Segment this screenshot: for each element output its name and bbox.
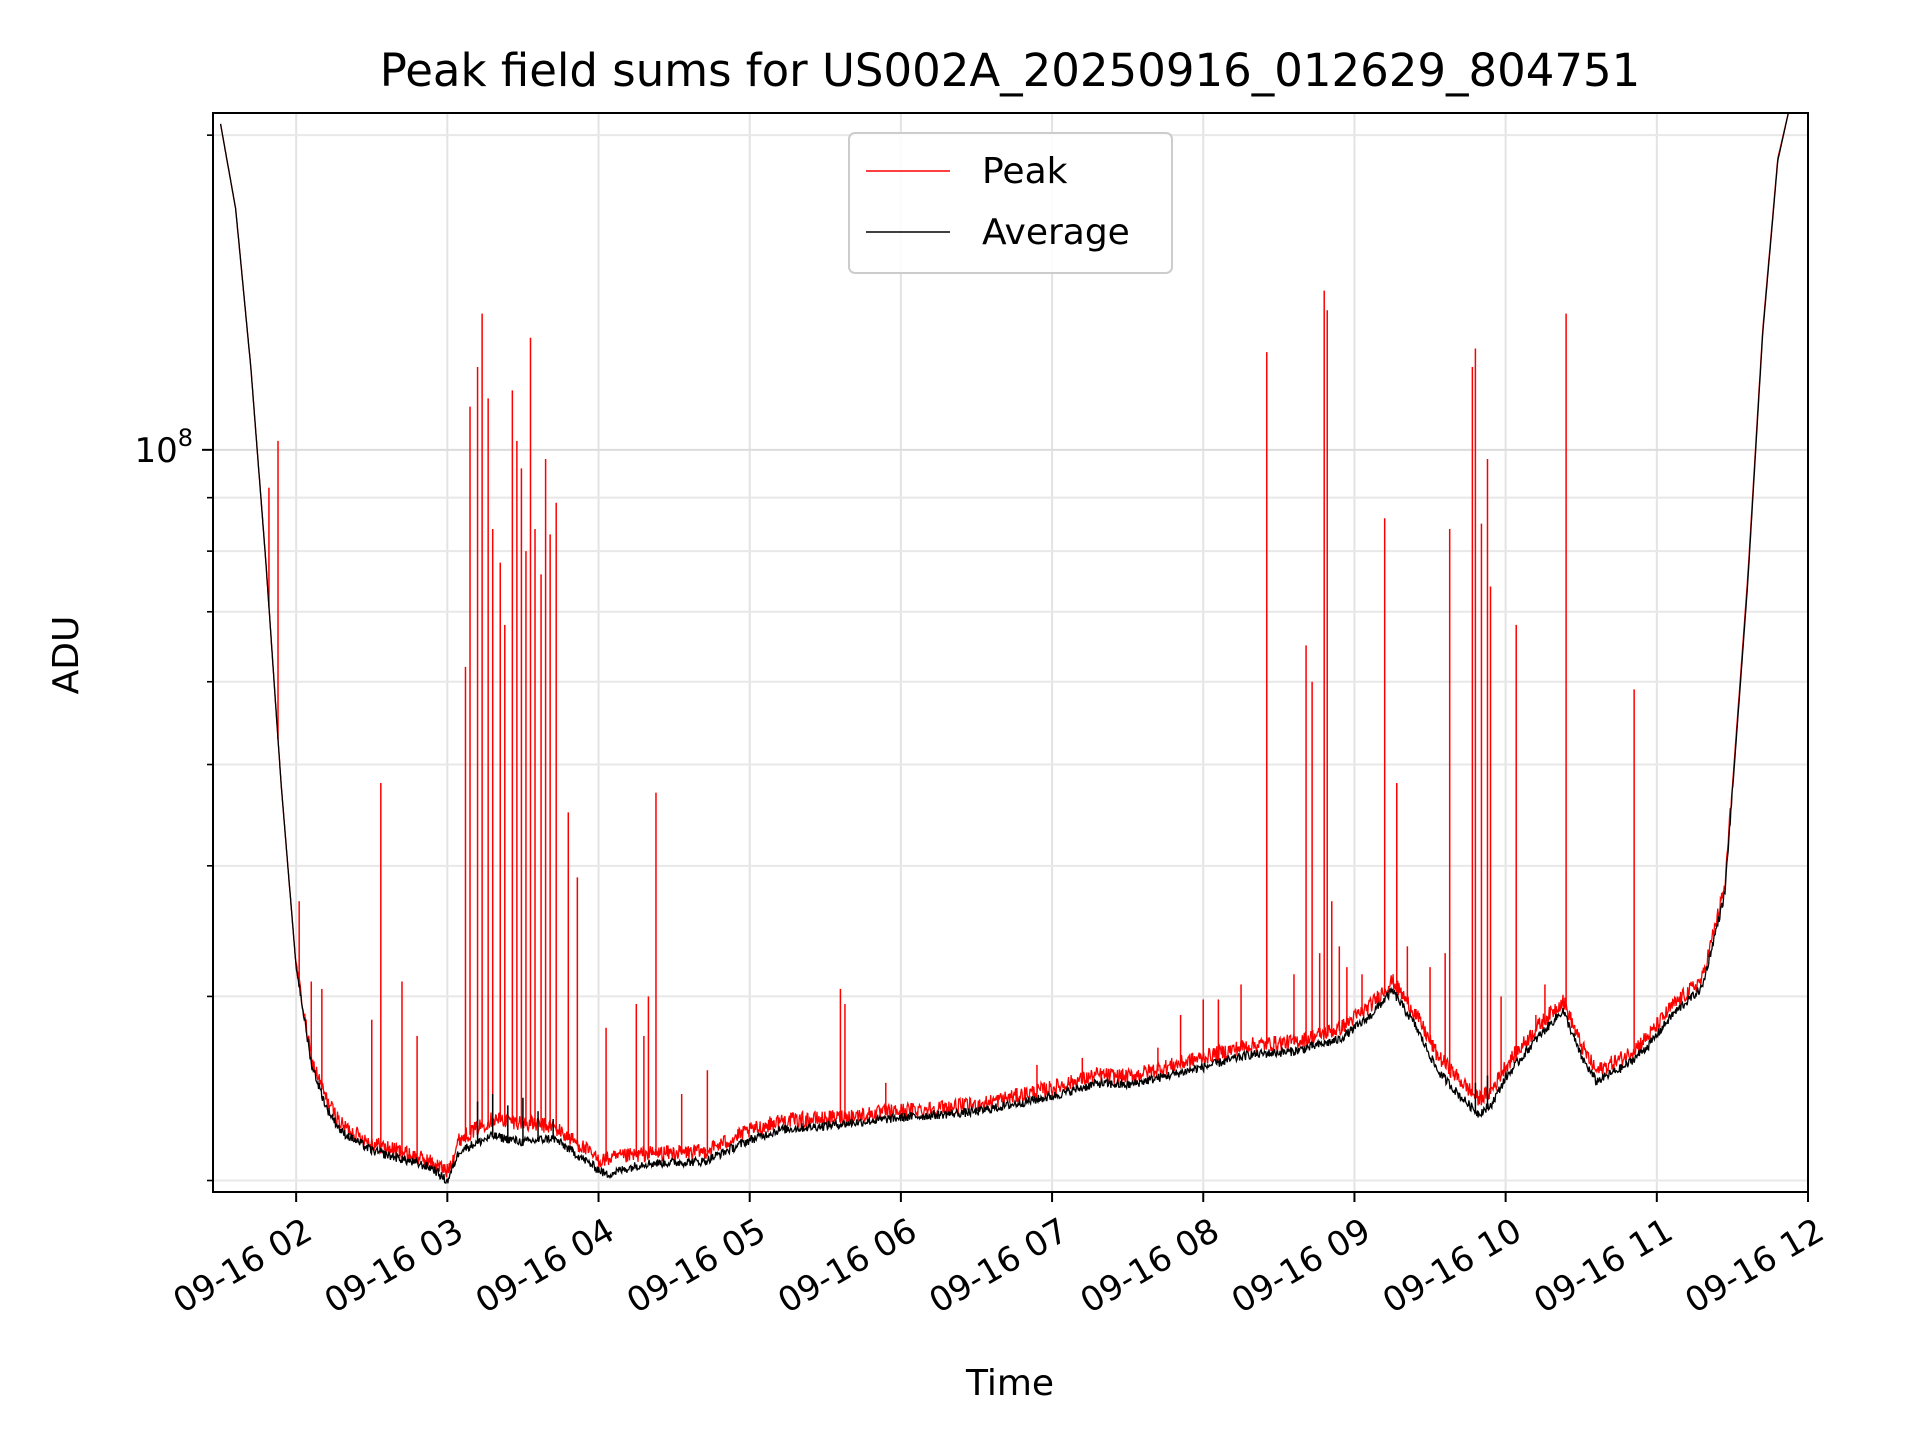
legend-average-label: Average xyxy=(982,212,1130,253)
legend-peak-label: Peak xyxy=(982,151,1068,192)
series-average xyxy=(219,113,1789,1184)
legend-frame xyxy=(848,132,1173,274)
x-tick-label: 09-16 10 xyxy=(1376,1211,1528,1322)
x-tick-label: 09-16 08 xyxy=(1074,1211,1226,1322)
x-axis-label: Time xyxy=(965,1363,1054,1404)
y-tick-base: 10 xyxy=(134,431,177,471)
y-tick-exponent: 8 xyxy=(178,424,193,452)
y-axis-label: ADU xyxy=(46,616,87,695)
x-tick-label: 09-16 05 xyxy=(620,1211,772,1322)
plot-frame xyxy=(212,112,1809,1193)
x-tick-label: 09-16 07 xyxy=(923,1211,1075,1322)
grid-lines xyxy=(213,113,1809,1192)
x-tick-label: 09-16 03 xyxy=(318,1211,470,1322)
legend: Peak Average xyxy=(848,132,1173,274)
y-axis: 108 xyxy=(134,134,213,1182)
series-layer xyxy=(219,113,1789,1184)
x-tick-label: 09-16 04 xyxy=(469,1211,621,1322)
y-tick-label: 108 xyxy=(134,424,193,471)
series-peak xyxy=(219,113,1789,1178)
x-tick-label: 09-16 02 xyxy=(167,1211,319,1322)
series-line-average xyxy=(219,113,1789,1184)
x-tick-label: 09-16 06 xyxy=(771,1211,923,1322)
x-tick-label: 09-16 09 xyxy=(1225,1211,1377,1322)
x-tick-label: 09-16 11 xyxy=(1527,1211,1679,1322)
chart-title: Peak field sums for US002A_20250916_0126… xyxy=(380,44,1641,97)
x-tick-label: 09-16 12 xyxy=(1679,1211,1831,1322)
